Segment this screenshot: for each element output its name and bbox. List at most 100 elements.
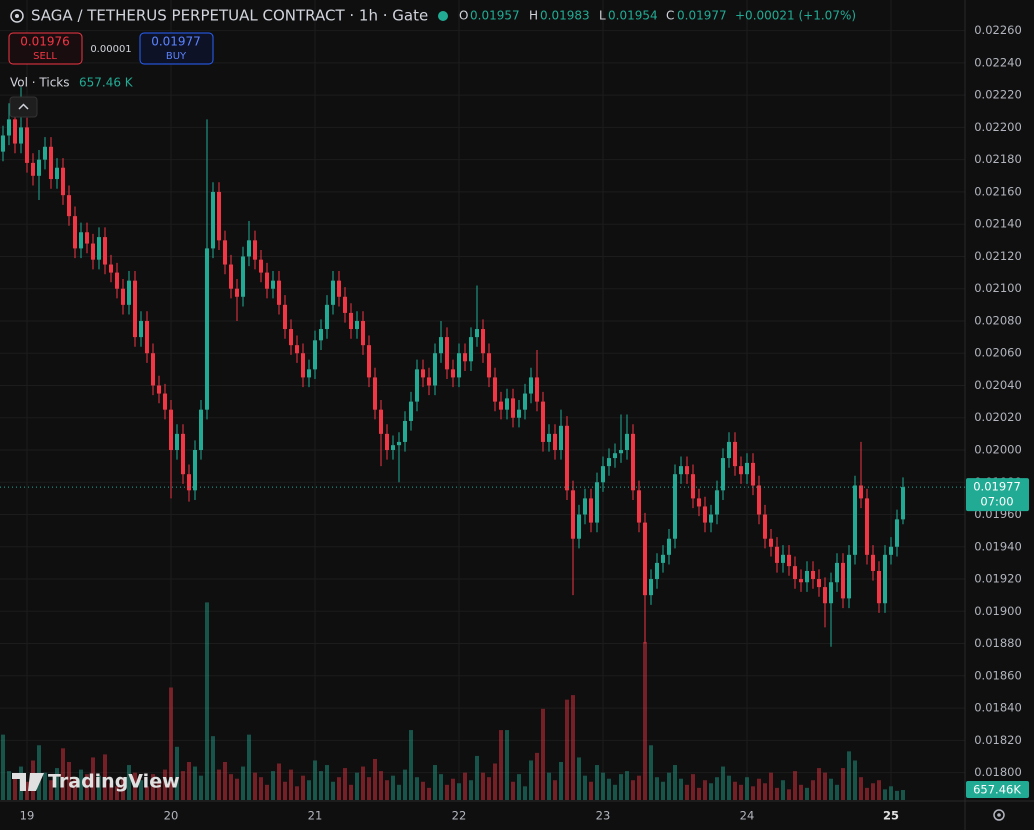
- volume-bar: [43, 772, 47, 800]
- volume-bar: [235, 778, 239, 800]
- candle-body: [325, 304, 329, 330]
- candle-body: [745, 462, 749, 475]
- settings-icon[interactable]: [993, 809, 1005, 821]
- candle-body: [637, 490, 641, 523]
- candle-body: [199, 409, 203, 450]
- volume-bar: [295, 786, 299, 800]
- volume-bar: [325, 765, 329, 800]
- volume-bar: [703, 780, 707, 800]
- y-tick-label: 0.02240: [974, 55, 1022, 69]
- y-tick-label: 0.01820: [974, 733, 1022, 747]
- volume-bar: [55, 768, 59, 800]
- y-tick-label: 0.02060: [974, 346, 1022, 360]
- candle-body: [139, 320, 143, 338]
- candle-body: [187, 474, 191, 491]
- candle-body: [847, 554, 851, 599]
- buy-label: BUY: [166, 51, 187, 62]
- legend-key: L: [599, 9, 606, 23]
- volume-bar: [535, 752, 539, 800]
- candle-body: [841, 562, 845, 599]
- volume-bar: [865, 787, 869, 800]
- volume-bar: [37, 745, 41, 800]
- candle-body: [67, 195, 71, 217]
- y-tick-label: 0.02140: [974, 217, 1022, 231]
- volume-bar: [475, 755, 479, 800]
- volume-bar: [13, 777, 17, 800]
- candle-body: [61, 167, 65, 196]
- settings: [993, 809, 1005, 821]
- collapse-icon: [18, 103, 29, 110]
- volume-bar: [217, 769, 221, 800]
- candle-body: [133, 280, 137, 338]
- volume-bar: [403, 769, 407, 800]
- volume-bar: [157, 781, 161, 800]
- volume-bar: [175, 746, 179, 800]
- candle-body: [379, 409, 383, 434]
- volume-bar: [739, 784, 743, 800]
- legend-change: +0.00021 (+1.07%): [735, 9, 856, 23]
- candle-body: [811, 570, 815, 580]
- volume-bar: [331, 781, 335, 800]
- candle-body: [649, 579, 653, 596]
- volume-bar: [7, 771, 11, 800]
- y-tick-label: 0.01840: [974, 701, 1022, 715]
- collapse-button[interactable]: [9, 96, 38, 118]
- candle-body: [319, 329, 323, 341]
- volume-bar: [439, 774, 443, 800]
- buy-button[interactable]: [139, 32, 214, 65]
- candle-body: [679, 466, 683, 475]
- candle-body: [91, 243, 95, 260]
- candle-body: [145, 320, 149, 354]
- candle-body: [697, 498, 701, 507]
- y-tick-label: 0.02220: [974, 88, 1022, 102]
- volume-bar: [487, 777, 491, 800]
- candle-body: [313, 340, 317, 370]
- y-tick-label: 0.02160: [974, 184, 1022, 198]
- volume-bar: [421, 781, 425, 800]
- volume-bar: [103, 754, 107, 800]
- volume-bar: [379, 771, 383, 800]
- volume-bar: [145, 786, 149, 800]
- volume-bar: [769, 772, 773, 800]
- x-tick-label: 21: [308, 809, 323, 823]
- x-tick-label: 20: [164, 809, 179, 823]
- x-tick-label: 24: [740, 809, 755, 823]
- candle-body: [25, 127, 29, 163]
- candle-body: [541, 401, 545, 442]
- candle-body: [73, 216, 77, 249]
- candle-body: [85, 232, 89, 244]
- candle-body: [163, 393, 167, 410]
- volume-bar: [181, 771, 185, 800]
- candle-body: [733, 441, 737, 467]
- sell-label: SELL: [33, 51, 57, 62]
- volume-bar: [541, 708, 545, 800]
- candle-body: [523, 393, 527, 410]
- x-tick-label: 25: [883, 809, 899, 823]
- y-tick-label: 0.01920: [974, 572, 1022, 586]
- candle-body: [427, 377, 431, 386]
- candle-body: [13, 119, 17, 144]
- volume-bar: [109, 783, 113, 800]
- volume-bar: [901, 790, 905, 800]
- volume-bar: [847, 751, 851, 800]
- candle-body: [235, 288, 239, 297]
- candle-body: [511, 398, 515, 418]
- volume-bar: [163, 769, 167, 800]
- candle-body: [715, 490, 719, 515]
- volume-bar: [577, 757, 581, 800]
- volume-bar: [751, 786, 755, 800]
- candle-body: [871, 554, 875, 571]
- volume-bar: [469, 780, 473, 800]
- watermark-logo: [12, 773, 44, 791]
- y-tick-label: 0.01860: [974, 668, 1022, 682]
- candle-body: [55, 167, 59, 180]
- volume-bar: [169, 687, 173, 800]
- candle-body: [757, 485, 761, 515]
- candle-body: [583, 498, 587, 515]
- volume-bar: [427, 787, 431, 800]
- candle-body: [385, 433, 389, 450]
- last-price-tag: [966, 478, 1029, 512]
- sell-button[interactable]: [8, 32, 83, 65]
- candle-body: [79, 232, 83, 249]
- candle-body: [865, 498, 869, 555]
